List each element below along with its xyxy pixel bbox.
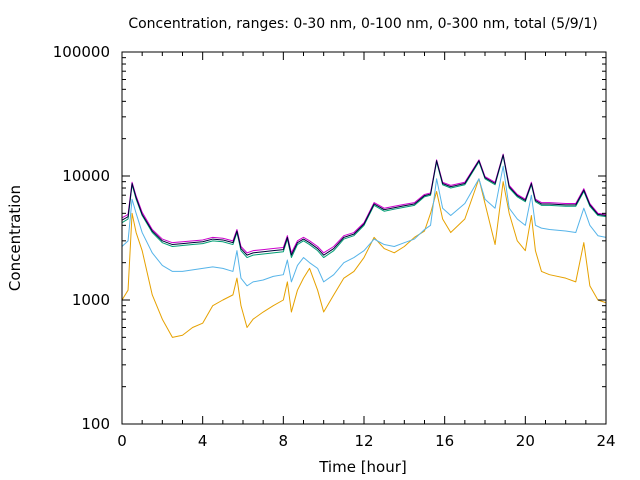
x-tick-label: 8 [279, 432, 289, 450]
x-tick-label: 4 [198, 432, 208, 450]
x-tick-label: 24 [596, 432, 615, 450]
x-tick-label: 12 [354, 432, 373, 450]
plot-frame [121, 51, 607, 425]
x-tick-label: 16 [435, 432, 454, 450]
y-tick-label: 1000 [72, 291, 110, 309]
y-tick-label: 10000 [62, 167, 110, 185]
x-axis-label: Time [hour] [318, 458, 407, 476]
series-line-1 [121, 178, 607, 338]
series-line-2 [121, 165, 607, 287]
series-line-5 [121, 154, 607, 256]
y-tick-label: 100 [81, 415, 110, 433]
y-axis-label: Concentration [6, 185, 24, 291]
y-tick-label: 100000 [53, 43, 110, 61]
x-tick-label: 20 [516, 432, 535, 450]
chart-title: Concentration, ranges: 0-30 nm, 0-100 nm… [128, 16, 597, 32]
series-line-4 [121, 153, 607, 254]
ticks-layer: 0 4 8 12 16 20 24 100 1000 10000 100000 [53, 43, 616, 450]
series-layer [121, 153, 607, 338]
x-tick-label: 0 [117, 432, 127, 450]
